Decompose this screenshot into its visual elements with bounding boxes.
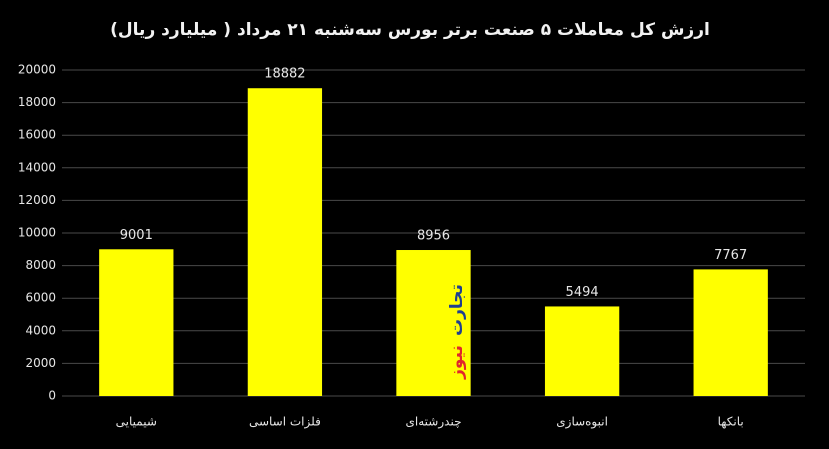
chart-title: ارزش کل معاملات ۵ صنعت برتر بورس سه‌شنبه… (110, 20, 710, 40)
value-label: 9001 (120, 228, 153, 243)
value-label: 8956 (417, 229, 450, 244)
bar (247, 88, 323, 397)
y-tick-label: 4000 (25, 323, 56, 337)
bar (544, 306, 620, 396)
bar (99, 249, 174, 396)
y-tick-label: 20000 (18, 63, 56, 77)
y-tick-label: 2000 (25, 356, 56, 370)
watermark: تجارت (447, 284, 467, 336)
watermark: نیوز (447, 345, 467, 380)
x-tick-label: انبوه‌سازی (556, 415, 608, 430)
bar (693, 269, 768, 396)
x-tick-label: چندرشته‌ای (406, 415, 462, 430)
value-label: 18882 (264, 67, 305, 82)
y-tick-label: 0 (48, 389, 56, 403)
x-tick-label: فلزات اساسی (249, 415, 321, 430)
value-label: 5494 (566, 285, 599, 300)
y-tick-label: 16000 (18, 128, 56, 142)
value-label: 7767 (714, 248, 747, 263)
y-tick-label: 6000 (25, 291, 56, 305)
y-tick-label: 8000 (25, 258, 56, 272)
x-tick-label: شیمیایی (116, 415, 157, 429)
y-tick-label: 14000 (18, 160, 56, 174)
y-tick-label: 10000 (18, 226, 56, 240)
bar (396, 250, 471, 396)
y-tick-label: 18000 (18, 95, 56, 109)
y-tick-label: 12000 (18, 193, 56, 207)
x-tick-label: بانکها (718, 415, 744, 429)
